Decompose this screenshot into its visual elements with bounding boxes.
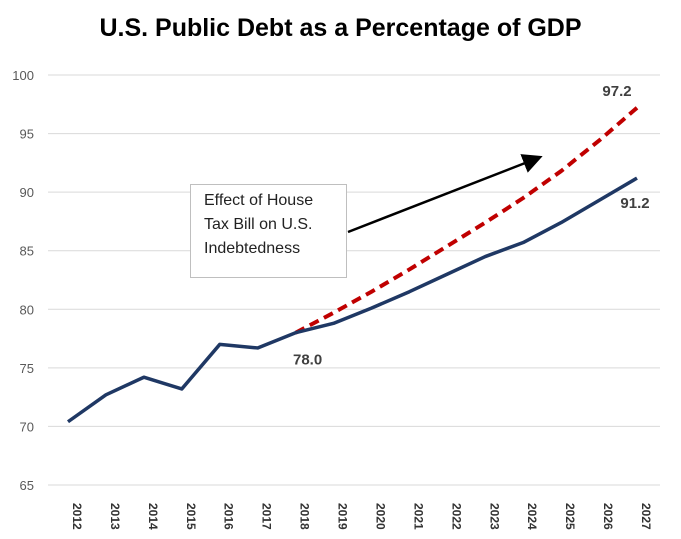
data-label: 91.2	[620, 195, 649, 212]
x-tick-label: 2027	[639, 503, 653, 530]
annotation-line: Effect of House	[204, 192, 314, 209]
x-tick-label: 2026	[601, 503, 615, 530]
annotation-line: Indebtedness	[204, 240, 301, 257]
x-tick-label: 2017	[260, 503, 274, 530]
data-label: 97.2	[602, 83, 631, 100]
annotation-arrow	[347, 154, 543, 234]
x-tick-label: 2019	[336, 503, 350, 530]
x-tick-label: 2021	[411, 503, 425, 530]
x-tick-label: 2025	[563, 503, 577, 530]
x-tick-label: 2024	[525, 503, 539, 530]
x-tick-label: 2023	[487, 503, 501, 530]
x-tick-label: 2015	[184, 503, 198, 530]
y-tick-label: 70	[20, 419, 34, 434]
y-tick-label: 95	[20, 127, 34, 142]
data-label: 78.0	[293, 352, 322, 369]
tax-bill-series-line	[294, 106, 639, 335]
y-tick-label: 75	[20, 361, 34, 376]
x-tick-label: 2022	[449, 503, 463, 530]
y-tick-label: 100	[12, 68, 34, 83]
x-tick-label: 2012	[70, 503, 84, 530]
x-tick-label: 2018	[298, 503, 312, 530]
annotation-box: Effect of House Tax Bill on U.S. Indebte…	[190, 184, 347, 278]
x-tick-label: 2020	[373, 503, 387, 530]
annotation-line: Tax Bill on U.S.	[204, 216, 313, 233]
x-tick-label: 2016	[222, 503, 236, 530]
y-tick-label: 90	[20, 185, 34, 200]
y-tick-label: 65	[20, 478, 34, 493]
chart-title: U.S. Public Debt as a Percentage of GDP	[99, 14, 582, 42]
baseline-series-line	[66, 176, 638, 424]
y-tick-label: 85	[20, 244, 34, 259]
x-tick-label: 2013	[108, 503, 122, 530]
y-tick-label: 80	[20, 302, 34, 317]
x-tick-label: 2014	[146, 503, 160, 530]
